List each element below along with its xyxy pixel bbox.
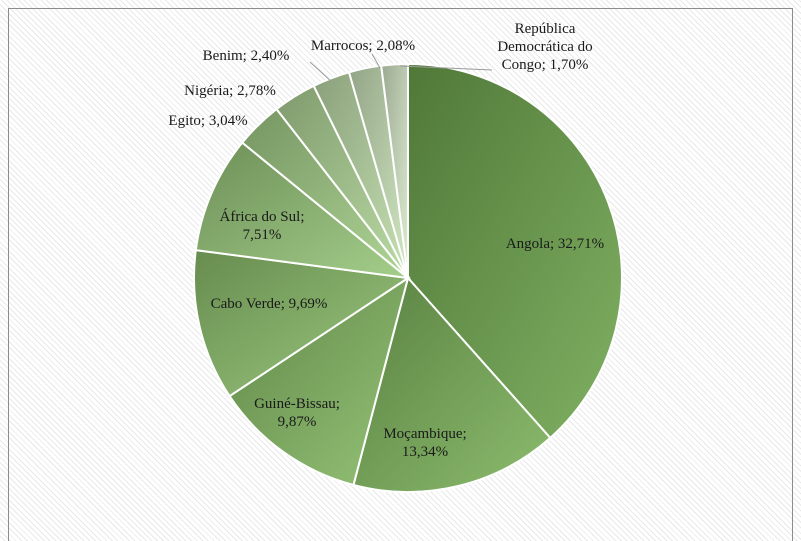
data-label: Nigéria; 2,78%: [184, 83, 276, 99]
pie-slice-republica-democratica-do-congo: [380, 62, 409, 279]
data-label: Moçambique; 13,34%: [383, 426, 466, 460]
data-label: Egito; 3,04%: [168, 113, 247, 129]
data-label: África do Sul; 7,51%: [220, 208, 305, 243]
pie-slice-angola: [407, 62, 623, 440]
leader-line: [309, 61, 333, 83]
leader-lines: [309, 53, 493, 83]
pie-slice-cabo-verde: [193, 248, 411, 398]
pie-slice-africa-do-sul: [194, 141, 412, 280]
data-labels: Angola; 32,71% Moçambique; 13,34% Guiné-Bis…: [168, 21, 604, 460]
leader-line: [371, 53, 381, 69]
data-label: Angola; 32,71%: [506, 236, 604, 252]
pie-slices: [193, 62, 623, 493]
data-label: Cabo Verde; 9,69%: [211, 296, 328, 312]
chart-frame: [8, 8, 793, 541]
pie-slice-guine-bissau: [228, 275, 410, 487]
data-label: Marrocos; 2,08%: [311, 38, 415, 54]
data-label: Benim; 2,40%: [203, 48, 290, 64]
pie-slice-mocambique: [352, 275, 552, 493]
data-label: República Democrática do Congo; 1,70%: [497, 21, 592, 73]
data-label: Guiné-Bissau; 9,87%: [254, 396, 340, 430]
leader-line: [399, 65, 493, 71]
